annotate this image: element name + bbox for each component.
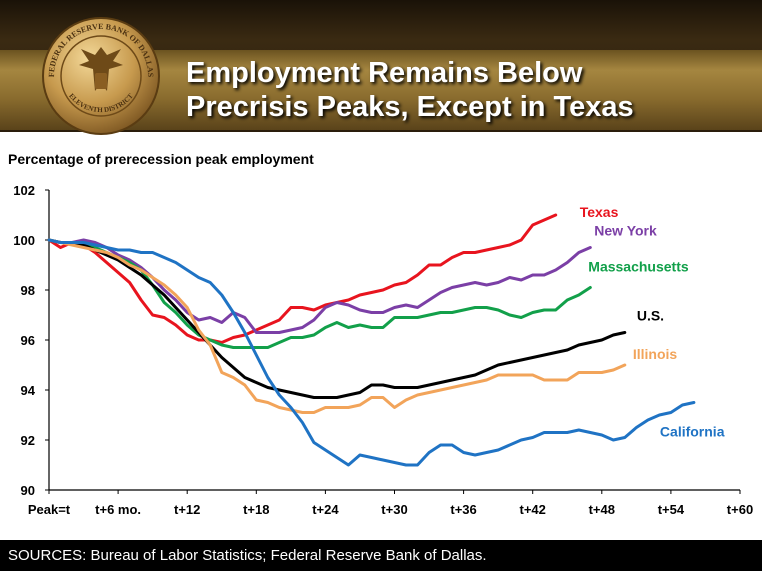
x-tick-label: t+48	[589, 502, 615, 517]
series-line-massachusetts	[47, 238, 592, 349]
sources-footer: SOURCES: Bureau of Labor Statistics; Fed…	[0, 540, 762, 571]
title-line-2: Precrisis Peaks, Except in Texas	[186, 91, 634, 123]
x-tick-label: t+24	[312, 502, 339, 517]
x-tick-label: t+6 mo.	[95, 502, 141, 517]
slide-title: Employment Remains Below Precrisis Peaks…	[186, 56, 746, 124]
x-tick-label: t+12	[174, 502, 200, 517]
series-label-massachusetts: Massachusetts	[588, 259, 689, 275]
title-line-1: Employment Remains Below	[186, 57, 583, 89]
series-label-texas: Texas	[580, 204, 619, 220]
series-line-california	[47, 238, 696, 467]
employment-line-chart: Percentage of prerecession peak employme…	[8, 151, 753, 517]
x-tick-label: t+30	[381, 502, 407, 517]
series-line-us	[47, 238, 627, 399]
series-label-us: U.S.	[637, 308, 664, 324]
eagle-seal-icon: FEDERAL RESERVE BANK OF DALLAS ELEVENTH …	[42, 17, 160, 135]
x-tick-label: t+42	[520, 502, 546, 517]
x-tick-label: t+18	[243, 502, 269, 517]
series-line-texas	[47, 213, 558, 344]
x-tick-label: Peak=t	[28, 502, 71, 517]
y-tick-label: 90	[21, 483, 35, 498]
y-tick-label: 100	[13, 233, 35, 248]
x-tick-label: t+54	[658, 502, 685, 517]
x-tick-labels: Peak=t t+6 mo. t+12 t+18 t+24 t+30 t+36 t+42 t+4…	[28, 502, 753, 517]
y-axis-title: Percentage of prerecession peak employme…	[8, 151, 314, 167]
y-tick-labels: 90 92 94 96 98 100 102	[13, 183, 35, 498]
x-tick-label: t+60	[727, 502, 753, 517]
y-tick-label: 98	[21, 283, 35, 298]
y-tick-label: 94	[21, 383, 36, 398]
series-line-illinois	[47, 238, 627, 414]
series-line-new-york	[47, 238, 592, 334]
series-labels: Texas New York Massachusetts U.S. Illinois Ca…	[580, 204, 725, 440]
y-tick-label: 92	[21, 433, 35, 448]
series-label-illinois: Illinois	[633, 346, 678, 362]
series-label-new-york: New York	[594, 223, 657, 239]
y-tick-label: 102	[13, 183, 35, 198]
series-lines	[47, 213, 696, 467]
y-tick-label: 96	[21, 333, 35, 348]
series-label-california: California	[660, 424, 725, 440]
x-tick-label: t+36	[450, 502, 476, 517]
